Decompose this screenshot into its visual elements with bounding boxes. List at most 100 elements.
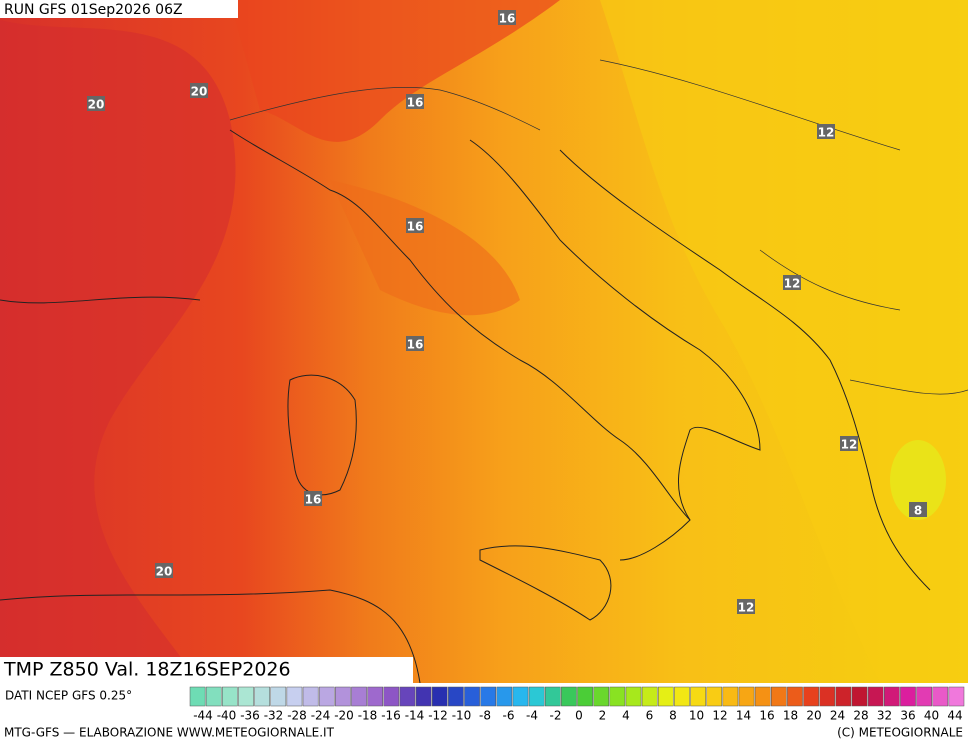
scale-label: -40 [217,709,237,723]
contour-label: 12 [818,126,835,140]
contour-label: 16 [407,220,424,234]
scale-swatch [561,686,577,707]
warm-area [230,0,560,142]
scale-label: 18 [783,709,798,723]
contour-label-box [498,10,516,25]
scale-label: -6 [503,709,515,723]
scale-label: -14 [405,709,425,723]
scale-label: 40 [924,709,939,723]
scale-swatch [835,686,852,707]
contour-label-box [155,563,173,578]
border [229,59,968,395]
scale-swatch [222,686,238,707]
color-scale: -44 -40 -36 -32 -28 -24 -20 -18 -16 -14 -12 -10 -8 -6… [189,686,965,723]
scale-label: 24 [830,709,845,723]
scale-swatch [916,686,932,707]
scale-label: 44 [947,709,962,723]
scale-swatch [205,686,222,707]
scale-swatch [302,686,319,707]
contour-label: 20 [191,85,208,99]
scale-label: -36 [240,709,260,723]
scale-label: 0 [575,709,583,723]
scale-swatch [464,686,480,707]
scale-swatch [819,686,836,707]
contour-label-box [909,502,927,517]
scale-swatch [625,686,642,707]
scale-swatch [771,686,787,707]
contour-label-box [406,94,424,109]
scale-label: -16 [381,709,401,723]
scale-swatch [367,686,383,707]
scale-swatch [399,686,416,707]
scale-swatch [577,686,593,707]
scale-swatch [803,686,819,707]
source-label: DATI NCEP GFS 0.25° [5,689,132,703]
scale-swatch [512,686,529,707]
scale-label: -8 [479,709,491,723]
coastline [559,149,931,591]
scale-swatch [787,686,803,707]
scale-swatch [496,686,513,707]
scale-swatch [383,686,400,707]
warm-area [330,180,520,316]
contour-label-box [406,336,424,351]
scale-label: -24 [311,709,331,723]
scale-swatch [867,686,884,707]
contour-label-box [406,218,424,233]
coastline [0,296,421,684]
contour-label-box [783,275,801,290]
scale-swatch [851,686,868,707]
field-box [0,657,413,683]
scale-label: 14 [736,709,751,723]
contour-label-box [87,96,105,111]
contour-label: 16 [407,338,424,352]
contour-label: 16 [407,96,424,110]
header-box [0,0,238,18]
scale-swatch [657,686,674,707]
scale-swatch [238,686,254,707]
scale-swatch [690,686,706,707]
scale-label: 2 [599,709,607,723]
warm-area [0,20,236,683]
scale-label: -18 [358,709,378,723]
scale-swatch [706,686,723,707]
scale-swatch [335,686,351,707]
scale-swatch [884,686,900,707]
scale-swatch [609,686,626,707]
scale-swatch [415,686,432,707]
contour-labels: 16 20 20 16 12 16 12 16 12 16 8 20 12 [87,10,927,615]
scale-label: 20 [806,709,821,723]
scale-swatch [754,686,771,707]
scale-label: 4 [622,709,630,723]
contour-label: 16 [499,12,516,26]
scale-label: 32 [877,709,892,723]
scale-label: 6 [646,709,654,723]
run-label: RUN GFS 01Sep2026 06Z [4,2,183,18]
scale-swatch [318,686,335,707]
contour-label-box [840,436,858,451]
scale-label: -10 [452,709,472,723]
cool-area [890,440,946,520]
scale-swatch [738,686,755,707]
contour-label: 12 [784,277,801,291]
coastline [469,139,761,521]
scale-label: -2 [550,709,562,723]
scale-label: -32 [264,709,284,723]
credit-left: MTG-GFS — ELABORAZIONE WWW.METEOGIORNALE… [4,726,335,740]
scale-label: 28 [853,709,868,723]
scale-label: 10 [689,709,704,723]
credit-right: (C) METEOGIORNALE [837,726,963,740]
scale-swatch [528,686,545,707]
scale-swatch [674,686,690,707]
scale-swatch [544,686,561,707]
scale-label: -20 [334,709,354,723]
contour-label-box [817,124,835,139]
contour-label: 12 [738,601,755,615]
scale-swatch [448,686,464,707]
scale-label: 12 [712,709,727,723]
contour-label: 20 [156,565,173,579]
coastline [479,545,612,621]
scale-label: 36 [900,709,915,723]
